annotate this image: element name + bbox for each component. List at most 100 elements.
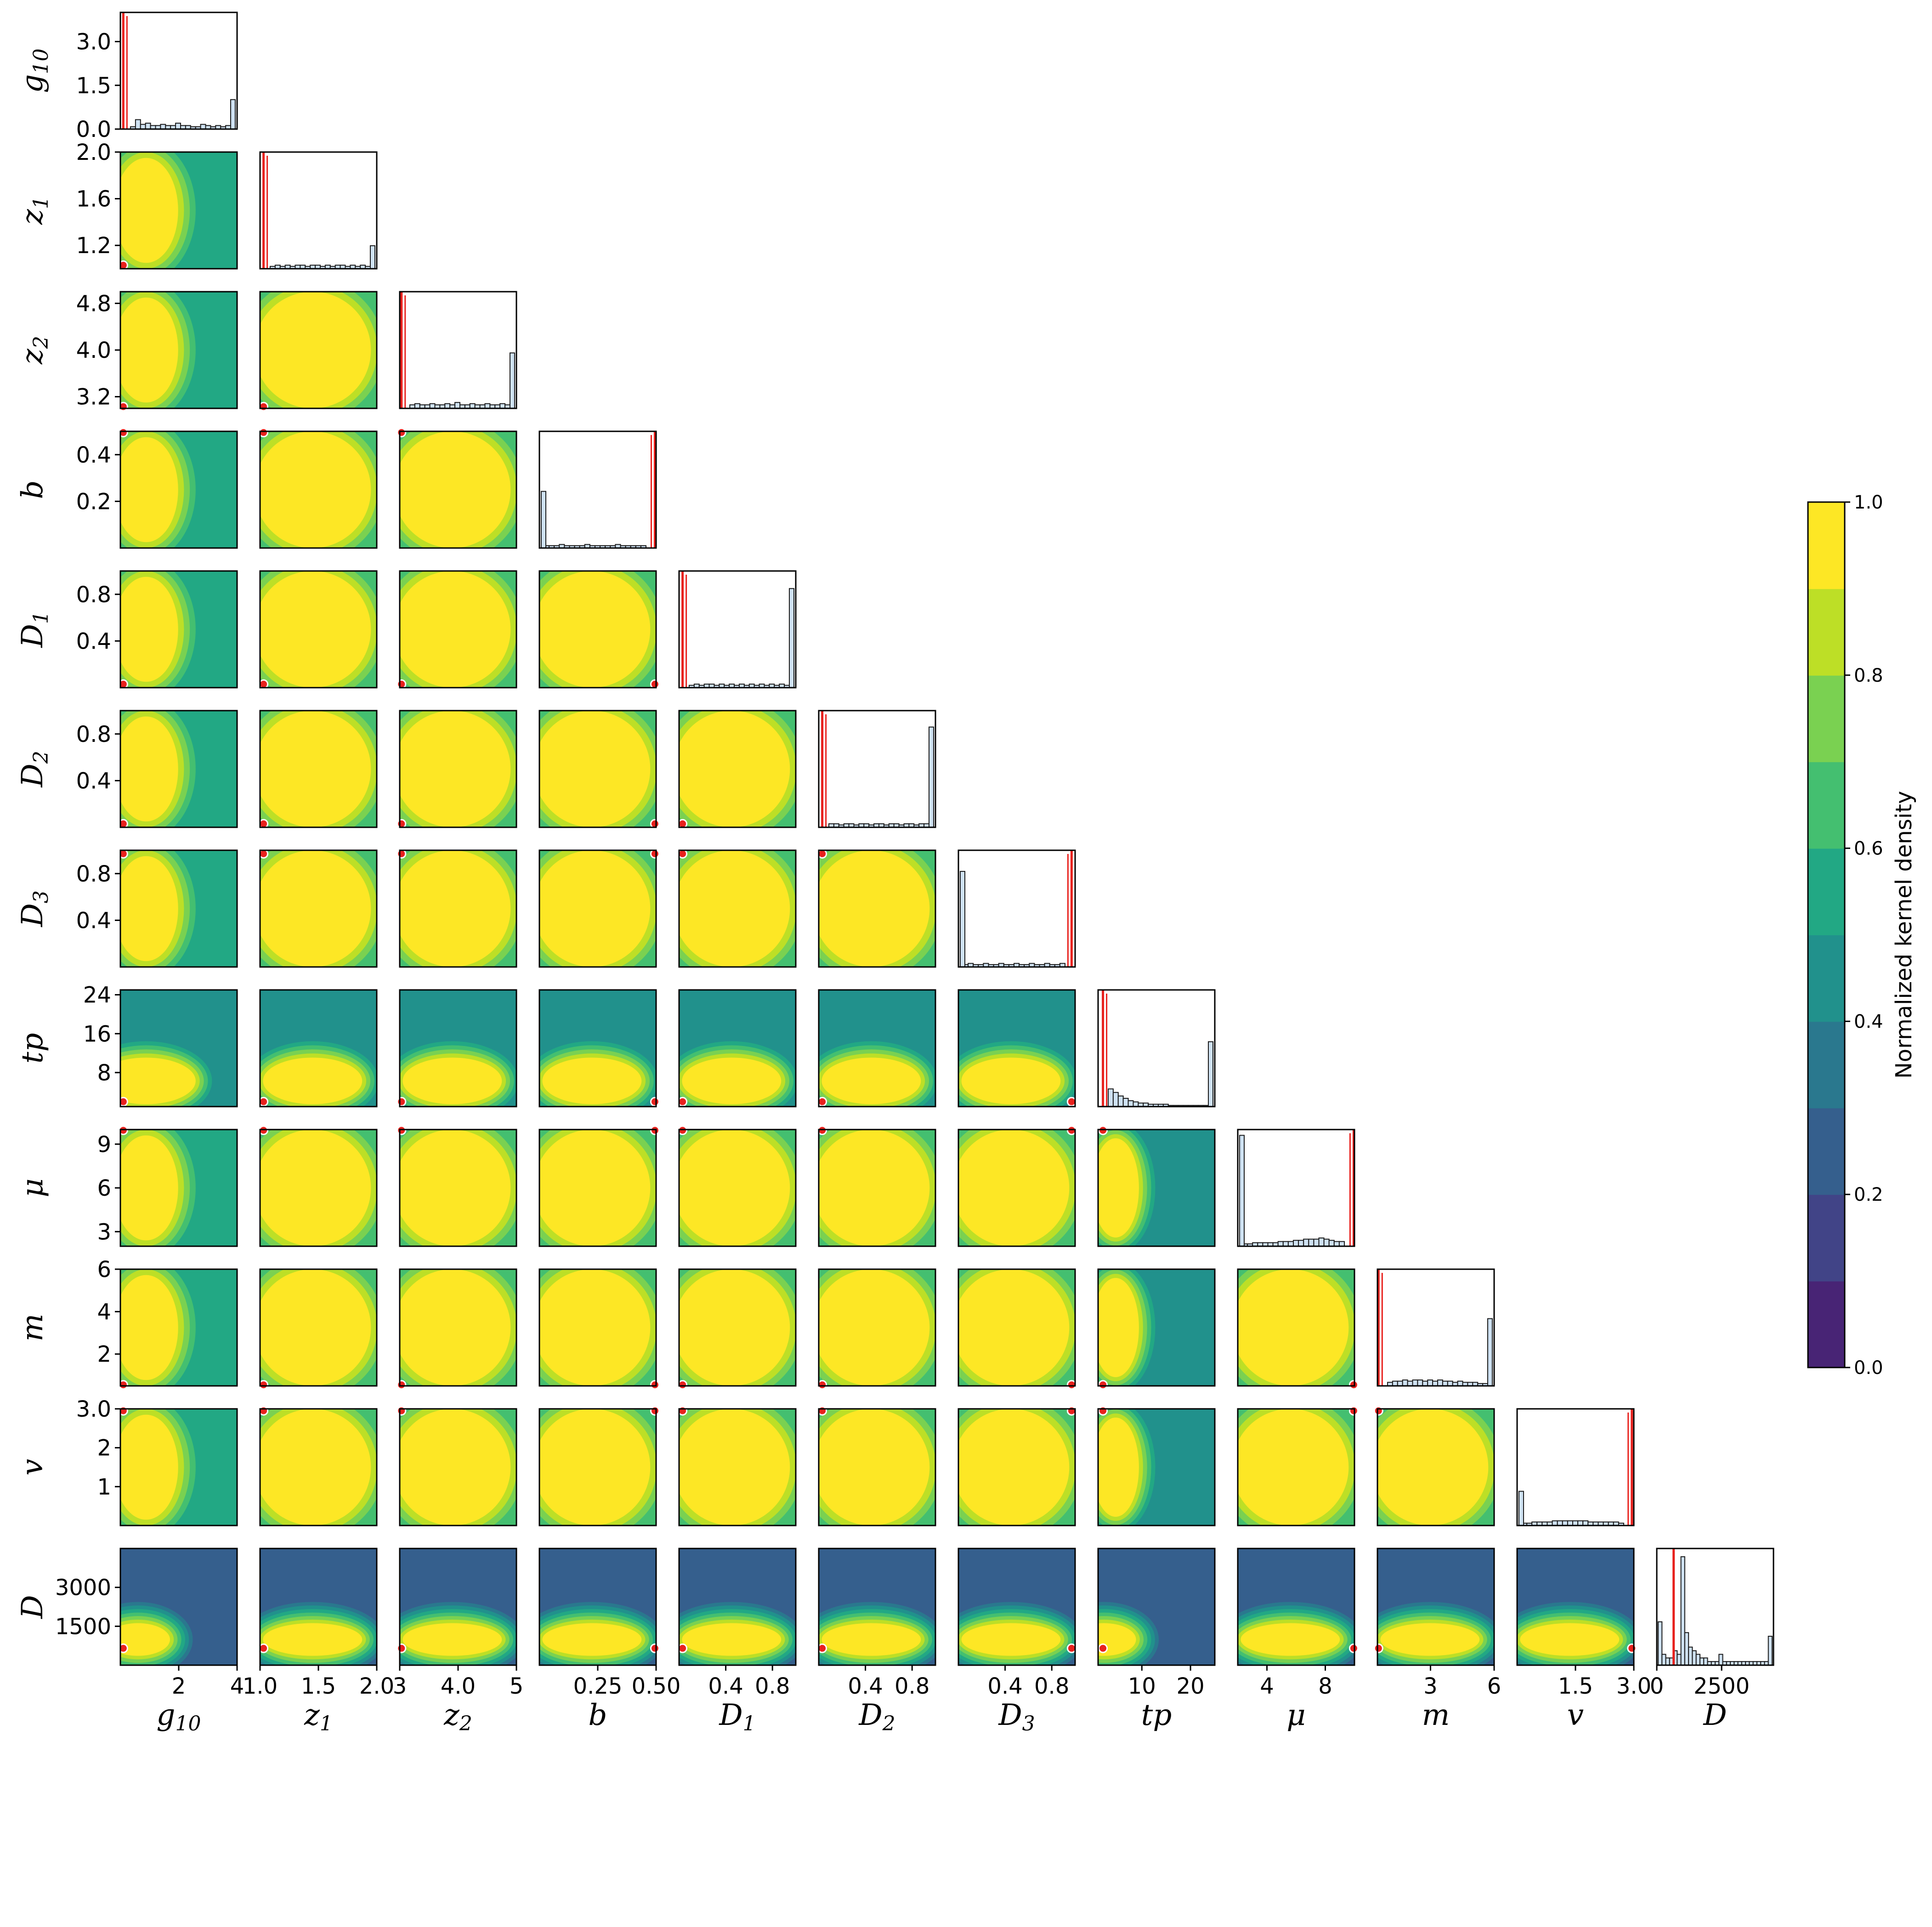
density-contour: [120, 716, 178, 822]
density-contour: [819, 1130, 930, 1246]
xlabel-D1: D1: [719, 1698, 755, 1735]
panel-frame: [399, 710, 517, 828]
panel-z1-D1: [259, 570, 378, 689]
hist-bg: [1098, 990, 1215, 1107]
hist-bar: [444, 403, 451, 409]
hist-bar: [1677, 1654, 1682, 1666]
xtick-label: 3.0: [1616, 1673, 1651, 1699]
xtick-label: 0.8: [755, 1673, 790, 1699]
contours: [1098, 1548, 1215, 1665]
contours: [1377, 1548, 1494, 1665]
density-contour: [679, 1269, 790, 1386]
panel-frame: [678, 1548, 797, 1666]
panel-frame: [958, 1268, 1076, 1387]
contours: [679, 1409, 796, 1526]
contours: [400, 1409, 516, 1526]
true-value-marker: [650, 1125, 660, 1136]
panel-z1-D: 1.0 1.5 2.0: [243, 1548, 394, 1699]
density-contour: [120, 158, 178, 263]
panel-D2-v: [817, 1406, 936, 1526]
hist-bar: [1562, 1520, 1568, 1526]
xlabel-mu: μ: [1286, 1698, 1306, 1732]
hist-bar: [200, 124, 206, 130]
panel-v-D: 1.5 3.0: [1516, 1548, 1651, 1699]
panel-z1-b: [259, 428, 378, 549]
panel-frame: [119, 849, 238, 968]
panel-frame: [259, 989, 378, 1108]
panel-D1-D3: [678, 849, 797, 968]
contours: [679, 1548, 796, 1665]
panel-frame: [538, 430, 657, 549]
true-value-marker: [1098, 1380, 1108, 1390]
panel-frame: [678, 710, 797, 828]
density-contour: [400, 571, 511, 688]
panel-frame: [119, 1408, 238, 1526]
ytick-label: 4.8: [76, 291, 111, 316]
panel-frame: [259, 430, 378, 549]
xtick-label: 6: [1487, 1673, 1501, 1699]
hist-bg: [679, 571, 796, 688]
ytick-label: 24: [83, 983, 111, 1008]
contours: [819, 990, 935, 1107]
contours: [819, 1130, 935, 1246]
panel-tp-mu: [1097, 1125, 1216, 1247]
contours: [120, 152, 237, 269]
contours: [539, 1409, 656, 1526]
hist-bar: [1298, 1240, 1304, 1247]
panel-frame: [399, 291, 517, 409]
contours: [260, 571, 377, 688]
panel-z2-b: [397, 428, 517, 549]
contours: [260, 1269, 377, 1386]
hist-bg: [260, 152, 377, 269]
true-value-marker: [397, 1380, 407, 1390]
hist-bar: [1112, 1092, 1119, 1108]
panel-D1-v: [678, 1406, 797, 1526]
ylabel-D2: D2: [16, 751, 53, 787]
xtick-label: 20: [1177, 1673, 1205, 1699]
ytick-label: 6: [97, 1257, 111, 1283]
panel-D2-D: 0.4 0.8: [817, 1548, 936, 1699]
density-contour: [400, 1130, 511, 1246]
ytick-label: 0.2: [76, 489, 111, 514]
true-value-marker: [1348, 1406, 1359, 1416]
panel-g10-b: 0.2 0.4: [76, 428, 238, 549]
colorbar-frame: [1807, 501, 1846, 1368]
panel-z2-D1: [397, 570, 517, 689]
panel-frame: [119, 710, 238, 828]
contours: [120, 1269, 237, 1386]
hist-bar: [1407, 1380, 1413, 1387]
density-contour: [400, 711, 511, 827]
panel-frame: [958, 1408, 1076, 1526]
panel-frame: [958, 989, 1076, 1108]
hist-bar: [429, 403, 436, 409]
true-value-marker: [1348, 1643, 1359, 1653]
hist-bar: [1417, 1379, 1423, 1387]
contours: [539, 990, 656, 1107]
hist-bar: [1122, 1098, 1129, 1107]
panel-frame: [399, 1408, 517, 1526]
density-contour: [263, 1623, 363, 1656]
ytick-label: 0.4: [76, 628, 111, 654]
panel-D1-m: [678, 1268, 797, 1390]
ytick-label: 3: [97, 1219, 111, 1245]
density-contour: [260, 850, 371, 967]
panel-frame: [259, 570, 378, 689]
density-contour: [400, 1269, 511, 1386]
hist-bar: [1323, 1238, 1330, 1247]
contours: [260, 431, 377, 548]
xtick-label: 3: [393, 1673, 407, 1699]
panel-frame: [818, 989, 936, 1108]
panel-z2-D2: [397, 710, 517, 829]
panel-tp-tp: [1097, 989, 1216, 1108]
hist-bar: [414, 403, 420, 409]
colorbar-level: [1808, 1021, 1845, 1108]
panel-v-v: [1516, 1408, 1635, 1526]
panel-frame: [678, 1268, 797, 1387]
density-contour: [819, 1269, 930, 1386]
hist-edge-bar: [1518, 1491, 1524, 1526]
ylabel-g10: g10: [16, 49, 53, 93]
contours: [120, 1548, 237, 1665]
hist-bg: [1377, 1269, 1494, 1386]
hist-bg: [400, 292, 516, 408]
panel-mu-m: [1237, 1268, 1359, 1390]
